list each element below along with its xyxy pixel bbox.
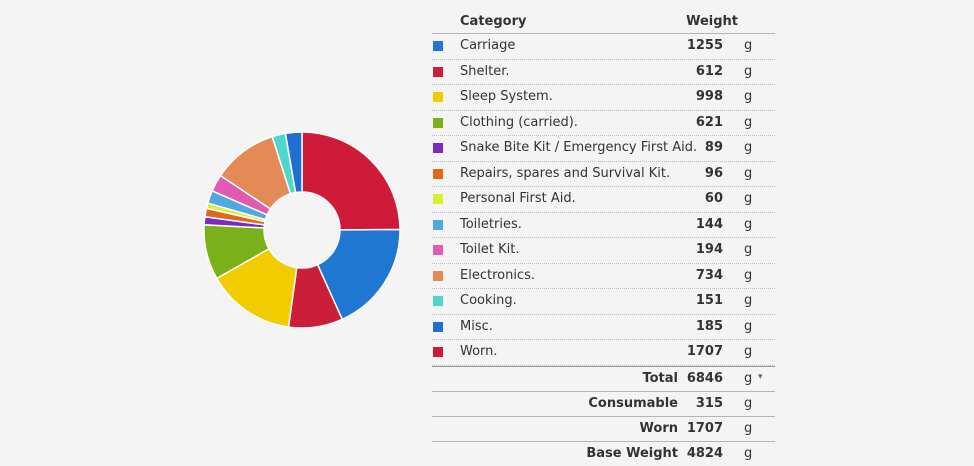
- category-name: Clothing (carried).: [460, 114, 578, 130]
- category-row: Snake Bite Kit / Emergency First Aid. 89 g: [432, 136, 775, 162]
- category-name: Toilet Kit.: [460, 242, 520, 257]
- category-unit: g: [744, 140, 753, 155]
- donut-slice[interactable]: [284, 131, 303, 194]
- category-row: Sleep System. 998 g: [432, 85, 775, 111]
- category-color-swatch: [433, 143, 443, 153]
- total-label: Total: [642, 370, 678, 386]
- consumable-unit: g: [744, 395, 753, 411]
- category-weight: 96: [704, 165, 723, 181]
- category-name: Electronics.: [460, 267, 535, 283]
- total-row: Total 6846 g ▾: [432, 365, 775, 392]
- category-weight: 194: [695, 242, 723, 257]
- category-weight: 185: [695, 318, 723, 334]
- category-color-swatch: [433, 92, 443, 102]
- category-row: Carriage 1255 g: [432, 34, 775, 60]
- category-name: Personal First Aid.: [460, 191, 576, 206]
- consumable-weight: 315: [695, 395, 723, 411]
- category-weight: 734: [695, 267, 723, 283]
- category-unit: g: [744, 89, 753, 104]
- category-unit: g: [744, 63, 753, 79]
- category-unit: g: [744, 114, 753, 130]
- category-weight: 151: [695, 293, 723, 308]
- category-row: Repairs, spares and Survival Kit. 96 g: [432, 162, 775, 187]
- worn-unit: g: [744, 420, 753, 436]
- category-name: Snake Bite Kit / Emergency First Aid.: [460, 140, 698, 155]
- worn-label: Worn: [639, 420, 678, 436]
- category-weight: 144: [695, 216, 723, 232]
- category-row: Cooking. 151 g: [432, 289, 775, 315]
- base-weight-label: Base Weight: [586, 445, 678, 461]
- category-name: Toiletries.: [460, 216, 522, 232]
- category-unit: g: [744, 293, 753, 308]
- category-weight: 612: [695, 63, 723, 79]
- category-unit: g: [744, 318, 753, 334]
- category-unit: g: [744, 165, 753, 181]
- worn-weight: 1707: [686, 420, 723, 436]
- category-color-swatch: [433, 219, 443, 230]
- category-row: Clothing (carried). 621 g: [432, 111, 775, 136]
- category-color-swatch: [433, 168, 443, 179]
- category-name: Carriage: [460, 38, 516, 53]
- category-name: Repairs, spares and Survival Kit.: [460, 165, 671, 181]
- category-unit: g: [744, 38, 753, 53]
- weight-table: Category Weight Carriage 1255 g Shelter. 612…: [432, 10, 775, 466]
- category-weight: 1255: [686, 38, 723, 53]
- category-color-swatch: [433, 347, 443, 357]
- category-row: Toiletries. 144 g: [432, 213, 775, 238]
- category-color-swatch: [433, 321, 443, 332]
- weight-column-header: Weight: [686, 14, 738, 29]
- category-weight: 621: [695, 114, 723, 130]
- unit-dropdown-caret-icon[interactable]: ▾: [758, 371, 763, 382]
- category-row: Personal First Aid. 60 g: [432, 187, 775, 213]
- category-name: Cooking.: [460, 293, 517, 308]
- category-row: Misc. 185 g: [432, 315, 775, 340]
- category-name: Worn.: [460, 344, 498, 359]
- category-row: Shelter. 612 g: [432, 60, 775, 85]
- donut-slice[interactable]: [316, 228, 401, 321]
- total-weight: 6846: [686, 370, 723, 386]
- donut-slice[interactable]: [301, 131, 401, 231]
- category-color-swatch: [433, 66, 443, 77]
- category-weight: 1707: [686, 344, 723, 359]
- table-header: Category Weight: [432, 10, 775, 34]
- category-column-header: Category: [460, 14, 527, 29]
- total-unit: g: [744, 370, 753, 386]
- category-name: Shelter.: [460, 63, 510, 79]
- category-unit: g: [744, 267, 753, 283]
- category-unit: g: [744, 344, 753, 359]
- category-weight: 89: [704, 140, 723, 155]
- category-row: Electronics. 734 g: [432, 264, 775, 289]
- category-unit: g: [744, 216, 753, 232]
- category-unit: g: [744, 191, 753, 206]
- base-weight-unit: g: [744, 445, 753, 461]
- consumable-label: Consumable: [588, 395, 678, 411]
- donut-chart: [203, 131, 401, 329]
- category-color-swatch: [433, 270, 443, 281]
- category-unit: g: [744, 242, 753, 257]
- consumable-row: Consumable 315 g: [432, 392, 775, 417]
- category-color-swatch: [433, 296, 443, 306]
- category-name: Sleep System.: [460, 89, 553, 104]
- category-name: Misc.: [460, 318, 493, 334]
- category-weight: 998: [695, 89, 723, 104]
- category-color-swatch: [433, 41, 443, 51]
- category-row: Worn. 1707 g: [432, 340, 775, 366]
- worn-row: Worn 1707 g: [432, 417, 775, 442]
- category-color-swatch: [433, 245, 443, 255]
- category-color-swatch: [433, 117, 443, 128]
- category-row: Toilet Kit. 194 g: [432, 238, 775, 264]
- base-weight-value: 4824: [686, 445, 723, 461]
- base-weight-row: Base Weight 4824 g: [432, 442, 775, 466]
- category-color-swatch: [433, 194, 443, 204]
- category-weight: 60: [704, 191, 723, 206]
